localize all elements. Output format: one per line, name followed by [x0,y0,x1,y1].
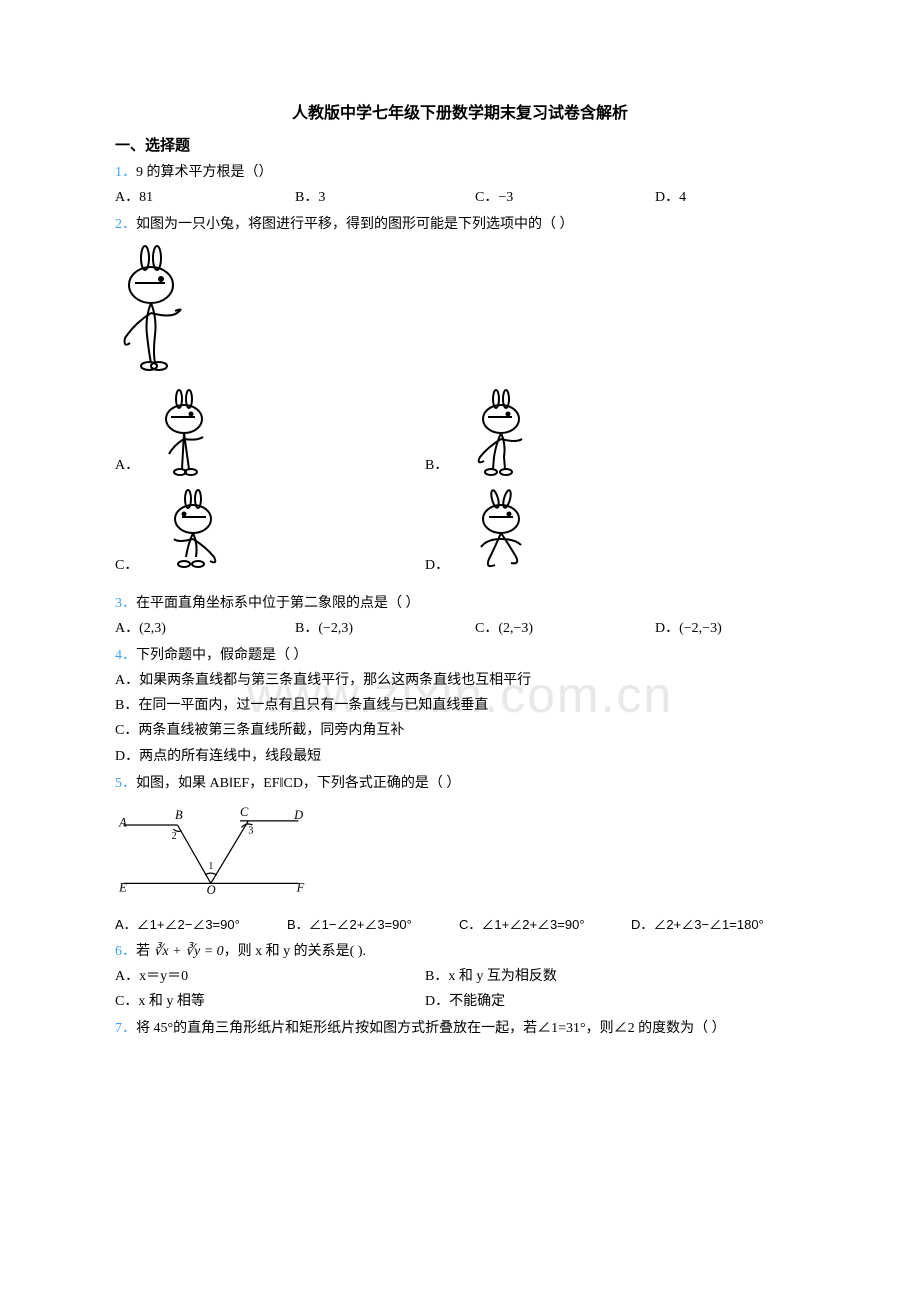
svg-text:2: 2 [172,831,177,842]
options-row: A．81 B．3 C．−3 D．4 [115,185,805,210]
svg-text:1: 1 [208,861,213,872]
question-text: 将 45°的直角三角形纸片和矩形纸片按如图方式折叠放在一起，若∠1=31°，则∠… [136,1021,726,1036]
image-options: A． [115,389,805,489]
option-b-label: B． [425,453,448,478]
option-d-label: D． [425,553,449,578]
option-c: C．(2,−3) [475,616,635,641]
question-7: 7．将 45°的直角三角形纸片和矩形纸片按如图方式折叠放在一起，若∠1=31°，… [115,1016,805,1041]
option-a: A．x＝y＝0 [115,964,425,989]
section-header-1: 一、选择题 [115,133,805,160]
question-number: 5． [115,776,136,791]
bunny-icon-b [458,389,538,479]
document-title: 人教版中学七年级下册数学期末复习试卷含解析 [115,100,805,129]
option-d: D．两点的所有连线中，线段最短 [115,744,805,769]
question-1: 1．9 的算术平方根是（） A．81 B．3 C．−3 D．4 [115,160,805,210]
question-number: 2． [115,217,136,232]
option-c: C．∠1+∠2+∠3=90° [459,913,631,936]
question-number: 4． [115,648,136,663]
bunny-icon [115,243,195,373]
svg-text:E: E [118,881,127,895]
question-text: 在平面直角坐标系中位于第二象限的点是（ ） [136,596,420,611]
question-5: 5．如图，如果 AB‖EF，EF‖CD，下列各式正确的是（ ） A B C [115,771,805,937]
geometry-figure: A B C D E F O 1 2 3 [115,796,805,913]
formula: ∛x + ∛y = 0 [154,944,224,959]
options-row: A．∠1+∠2−∠3=90° B．∠1−∠2+∠3=90° C．∠1+∠2+∠3… [115,913,805,936]
option-c-container: C． [115,489,425,579]
option-d: D．∠2+∠3−∠1=180° [631,913,803,936]
svg-text:B: B [175,808,183,822]
bunny-icon-a [149,389,229,479]
options-row-1: A．x＝y＝0 B．x 和 y 互为相反数 [115,964,805,989]
question-number: 1． [115,165,136,180]
question-text-before: 若 [136,944,154,959]
option-a: A．(2,3) [115,616,275,641]
svg-text:O: O [207,883,216,897]
question-text: 如图，如果 AB‖EF，EF‖CD，下列各式正确的是（ ） [136,776,460,791]
option-a: A．∠1+∠2−∠3=90° [115,913,287,936]
option-d-container: D． [425,489,539,579]
option-a-label: A． [115,453,139,478]
option-c: C．两条直线被第三条直线所截，同旁内角互补 [115,718,805,743]
option-b: B．∠1−∠2+∠3=90° [287,913,459,936]
svg-text:F: F [296,881,305,895]
question-6: 6．若 ∛x + ∛y = 0，则 x 和 y 的关系是( ). A．x＝y＝0… [115,939,805,1015]
question-2: 2．如图为一只小兔，将图进行平移，得到的图形可能是下列选项中的（ ） [115,212,805,588]
svg-text:3: 3 [248,825,253,836]
option-a-container: A． [115,389,425,479]
bunny-icon-d [459,489,539,579]
option-d: D．4 [655,185,686,210]
option-b: B．x 和 y 互为相反数 [425,964,735,989]
bunny-icon-c [148,489,228,579]
option-d: D．不能确定 [425,989,735,1014]
angle-diagram-icon: A B C D E F O 1 2 3 [115,800,315,900]
question-text: 下列命题中，假命题是（ ） [136,648,308,663]
question-text: 9 的算术平方根是（） [136,165,273,180]
svg-text:C: C [240,805,249,819]
question-number: 7． [115,1021,136,1036]
document-content: 人教版中学七年级下册数学期末复习试卷含解析 一、选择题 1．9 的算术平方根是（… [115,100,805,1041]
question-text-after: ，则 x 和 y 的关系是( ). [224,944,366,959]
option-b: B．在同一平面内，过一点有且只有一条直线与已知直线垂直 [115,693,805,718]
option-c: C．−3 [475,185,635,210]
options-row: A．(2,3) B．(−2,3) C．(2,−3) D．(−2,−3) [115,616,805,641]
option-a: A．81 [115,185,275,210]
question-text: 如图为一只小兔，将图进行平移，得到的图形可能是下列选项中的（ ） [136,217,574,232]
options-row-2: C．x 和 y 相等 D．不能确定 [115,989,805,1014]
svg-text:D: D [293,808,303,822]
svg-text:A: A [118,816,127,830]
question-number: 6． [115,944,136,959]
question-4: 4．下列命题中，假命题是（ ） A．如果两条直线都与第三条直线平行，那么这两条直… [115,643,805,769]
question-number: 3． [115,596,136,611]
option-a: A．如果两条直线都与第三条直线平行，那么这两条直线也互相平行 [115,668,805,693]
bunny-main-figure [115,237,805,388]
option-b-container: B． [425,389,538,479]
question-3: 3．在平面直角坐标系中位于第二象限的点是（ ） A．(2,3) B．(−2,3)… [115,591,805,641]
option-b: B．3 [295,185,455,210]
option-b: B．(−2,3) [295,616,455,641]
option-d: D．(−2,−3) [655,616,722,641]
option-c-label: C． [115,553,138,578]
option-c: C．x 和 y 相等 [115,989,425,1014]
image-options-2: C． [115,489,805,589]
